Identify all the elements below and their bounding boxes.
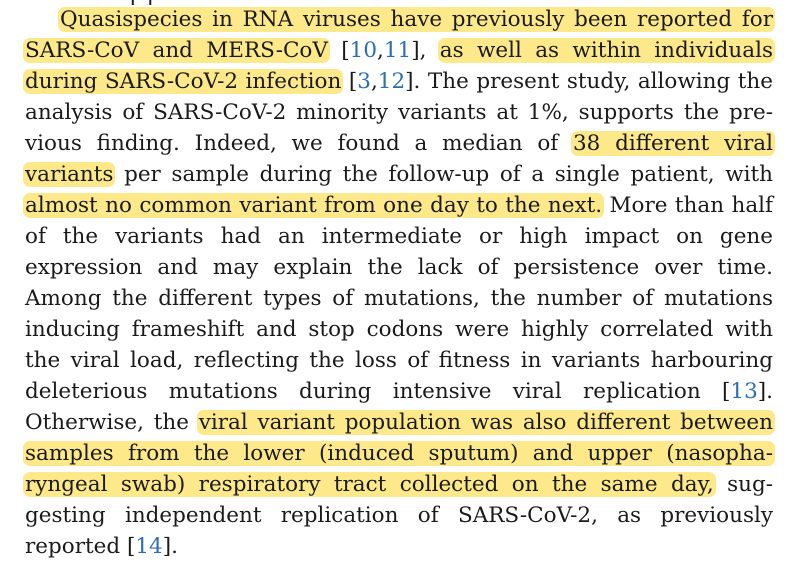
body-text: vious finding. Indeed, we found a median… <box>25 131 573 156</box>
body-text: deleterious mutations during intensive v… <box>25 379 731 404</box>
highlighted-text: during SARS-CoV-2 infection <box>23 69 344 94</box>
body-text: per sample during the follow-up of a sin… <box>113 162 773 187</box>
citation-link[interactable]: 10 <box>349 38 377 63</box>
highlighted-text: SARS-CoV and MERS-CoV <box>23 38 330 63</box>
highlighted-text: 38 different viral <box>570 131 775 156</box>
body-text: Among the different types of mutations, … <box>25 286 773 311</box>
text-line: vious finding. Indeed, we found a median… <box>25 128 775 159</box>
text-line: variants per sample during the follow-up… <box>23 159 773 190</box>
body-text: of the variants had an intermediate or h… <box>25 224 773 249</box>
text-line: Otherwise, the viral variant population … <box>25 407 775 438</box>
body-text: ]. The present study, allowing the <box>405 69 773 94</box>
text-line: gesting independent replication of SARS-… <box>25 500 773 531</box>
body-text: , <box>377 38 384 63</box>
body-text: ]. <box>757 379 773 404</box>
citation-link[interactable]: 14 <box>135 534 163 559</box>
citation-link[interactable]: 11 <box>383 38 412 63</box>
citation-link[interactable]: 3 <box>357 69 371 94</box>
text-line: of the variants had an intermediate or h… <box>25 221 773 252</box>
citation-link[interactable]: 13 <box>730 379 758 404</box>
body-text: analysis of SARS-CoV-2 minority variants… <box>25 100 773 125</box>
text-line: reported [14]. <box>25 531 773 562</box>
body-text: More than half <box>602 193 773 218</box>
text-line: almost no common variant from one day to… <box>23 190 773 221</box>
text-line: ryngeal swab) respiratory tract collecte… <box>23 469 773 500</box>
text-line: analysis of SARS-CoV-2 minority variants… <box>25 97 773 128</box>
body-text: the viral load, reflecting the loss of f… <box>25 348 773 373</box>
highlighted-text: almost no common variant from one day to… <box>23 193 605 218</box>
text-line: SARS-CoV and MERS-CoV [10,11], as well a… <box>23 35 775 66</box>
cropped-text: [ ] <box>130 0 153 5</box>
text-line: inducing frameshift and stop codons were… <box>25 314 773 345</box>
body-text: ], <box>411 38 440 63</box>
text-line: samples from the lower (induced sputum) … <box>23 438 775 469</box>
highlighted-text: ryngeal swab) respiratory tract collecte… <box>23 472 716 497</box>
cropped-previous-line: [ ] <box>0 0 796 5</box>
highlighted-text: variants <box>23 162 116 187</box>
citation-link[interactable]: 12 <box>377 69 406 94</box>
body-text: sug- <box>713 472 773 497</box>
text-line: deleterious mutations during intensive v… <box>25 376 773 407</box>
body-text: inducing frameshift and stop codons were… <box>25 317 773 342</box>
text-line: Quasispecies in RNA viruses have previou… <box>25 4 775 35</box>
highlighted-text: as well as within individuals <box>437 38 775 63</box>
body-text: ]. <box>162 534 178 559</box>
highlighted-text: viral variant population was also differ… <box>196 410 775 435</box>
body-text: [ <box>327 38 350 63</box>
body-text: [ <box>341 69 358 94</box>
body-text: gesting independent replication of SARS-… <box>25 503 773 528</box>
body-text: reported [ <box>25 534 136 559</box>
body-text: , <box>370 69 378 94</box>
body-text: Otherwise, the <box>25 410 199 435</box>
highlighted-text: Quasispecies in RNA viruses have previou… <box>58 7 775 32</box>
text-line: the viral load, reflecting the loss of f… <box>25 345 773 376</box>
highlighted-text: samples from the lower (induced sputum) … <box>23 441 775 466</box>
text-line: expression and may explain the lack of p… <box>25 252 773 283</box>
body-paragraph: Quasispecies in RNA viruses have previou… <box>23 4 775 562</box>
body-text: expression and may explain the lack of p… <box>25 255 773 280</box>
text-line: during SARS-CoV-2 infection [3,12]. The … <box>23 66 773 97</box>
text-line: Among the different types of mutations, … <box>25 283 773 314</box>
